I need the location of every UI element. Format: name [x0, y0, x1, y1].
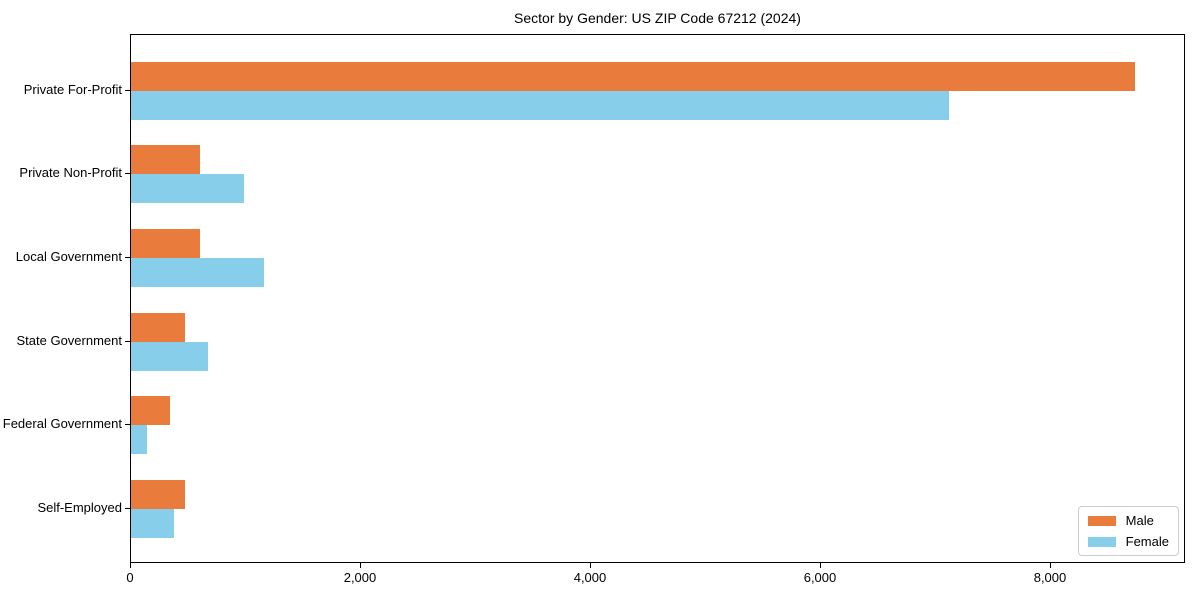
legend-label-male: Male — [1125, 513, 1154, 528]
bar-male-self-employed — [131, 480, 185, 509]
category-label-private-non-profit: Private Non-Profit — [19, 165, 122, 181]
y-tick-mark — [125, 424, 130, 426]
bar-female-state-government — [131, 341, 208, 371]
legend-entry-female: Female — [1087, 534, 1169, 549]
x-tick-mark — [360, 563, 361, 568]
bar-male-local-government — [131, 228, 200, 258]
x-tick-mark — [130, 563, 131, 568]
x-tick-mark — [820, 563, 821, 568]
x-tick-mark — [590, 563, 591, 568]
chart-title: Sector by Gender: US ZIP Code 67212 (202… — [514, 10, 801, 26]
bar-male-state-government — [131, 312, 185, 342]
legend-label-female: Female — [1125, 534, 1169, 549]
plot-area: Male Female — [130, 34, 1185, 563]
bar-female-private-for-profit — [131, 90, 949, 120]
category-label-state-government: State Government — [16, 332, 123, 348]
category-label-federal-government: Federal Government — [2, 416, 122, 432]
male-series-swatch — [1087, 515, 1116, 526]
legend: Male Female — [1077, 506, 1179, 556]
x-tick-label-2-000: 2,000 — [343, 570, 377, 585]
bar-female-self-employed — [131, 509, 174, 538]
category-label-private-for-profit: Private For-Profit — [23, 81, 122, 97]
bar-female-federal-government — [131, 425, 147, 455]
x-tick-label-6-000: 6,000 — [803, 570, 837, 585]
x-tick-label-8-000: 8,000 — [1033, 570, 1067, 585]
y-tick-mark — [125, 340, 130, 342]
x-tick-label-0: 0 — [126, 570, 134, 585]
bar-male-private-for-profit — [131, 61, 1135, 91]
y-tick-mark — [125, 508, 130, 509]
bar-male-federal-government — [131, 396, 170, 426]
legend-entry-male: Male — [1087, 513, 1169, 528]
x-tick-mark — [1050, 563, 1051, 568]
bar-male-private-non-profit — [131, 145, 200, 175]
y-tick-mark — [125, 89, 130, 91]
female-series-swatch — [1087, 536, 1116, 547]
category-label-local-government: Local Government — [15, 248, 122, 264]
y-tick-mark — [125, 173, 130, 175]
y-tick-mark — [125, 256, 130, 258]
category-label-self-employed: Self-Employed — [37, 500, 122, 515]
bar-female-private-non-profit — [131, 174, 244, 204]
bar-female-local-government — [131, 257, 264, 287]
x-tick-label-4-000: 4,000 — [573, 570, 607, 585]
